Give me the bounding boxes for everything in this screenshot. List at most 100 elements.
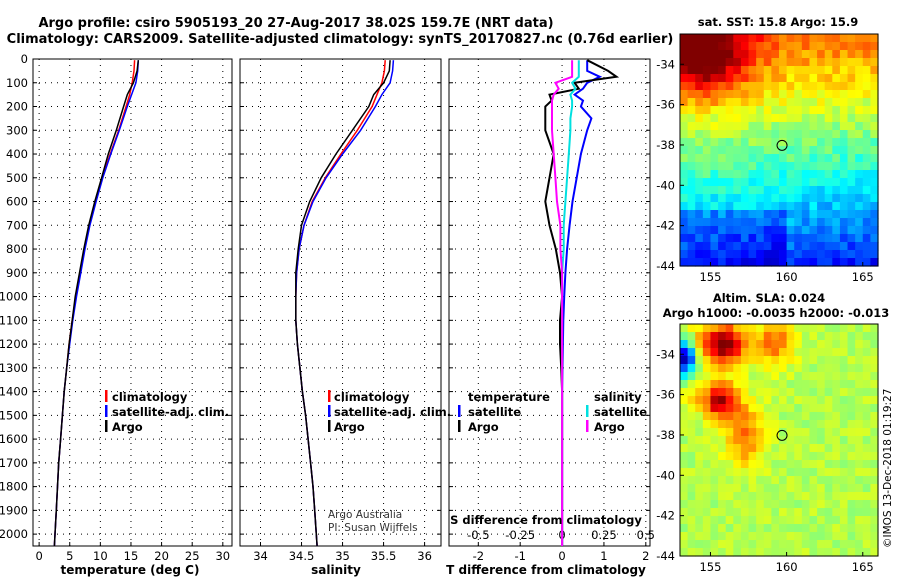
heatmap-cell [824,476,833,485]
heatmap-cell [801,210,811,219]
heatmap-cell [801,468,811,477]
heatmap-cell [695,162,704,171]
heatmap-cell [702,476,712,485]
heatmap-cell [824,444,833,453]
heatmap-cell [832,324,841,333]
legend-title-temperature: temperature [468,390,550,404]
heatmap-cell [756,202,765,211]
heatmap-cell [817,154,826,163]
legend-swatch-argo [105,420,108,432]
heatmap-cell [824,380,833,389]
heatmap-cell [832,66,841,75]
heatmap-cell [839,130,849,139]
heatmap-cell [794,74,803,83]
heatmap-cell [763,380,772,389]
heatmap-cell [695,452,704,461]
heatmap-cell [771,90,780,99]
heatmap-cell [809,226,818,235]
heatmap-cell [786,66,795,75]
heatmap-cell [786,58,795,67]
heatmap-cell [817,356,826,365]
heatmap-cell [809,348,818,357]
heatmap-cell [870,444,879,453]
heatmap-cell [862,194,871,203]
heatmap-cell [725,130,734,139]
heatmap-cell [748,82,757,91]
heatmap-cell [786,250,795,259]
heatmap-cell [794,444,803,453]
plot-frame [32,58,233,547]
legend-label-climatology: climatology [112,390,188,404]
heatmap-cell [839,178,849,187]
heatmap-cell [839,372,849,381]
heatmap-cell [832,468,841,477]
heatmap-cell [680,42,689,51]
heatmap-cell [862,444,871,453]
heatmap-cell [786,226,795,235]
heatmap-cell [733,122,742,131]
legend-swatch-satellite [105,405,108,417]
heatmap-cell [870,186,879,195]
x-tick-label: 0 [558,549,565,563]
heatmap-cell [824,98,833,107]
heatmap-cell [702,508,712,517]
heatmap-cell [695,146,704,155]
heatmap-cell [680,508,689,517]
heatmap-cell [771,210,780,219]
heatmap-cell [839,428,849,437]
heatmap-cell [680,380,689,389]
heatmap-cell [817,178,826,187]
heatmap-cell [801,82,811,91]
heatmap-cell [779,226,788,235]
heatmap-cell [680,242,689,251]
heatmap-cell [809,340,818,349]
heatmap-cell [702,332,712,341]
heatmap-cell [817,250,826,259]
heatmap-cell [809,146,818,155]
heatmap-cell [839,194,849,203]
sla-map-panel: 155 160 165-34-36-38-40-42-44 [656,323,879,574]
heatmap-cell [718,428,727,437]
heatmap-cell [763,34,772,43]
heatmap-cell [687,524,696,533]
heatmap-cell [832,226,841,235]
heatmap-cell [687,250,696,259]
heatmap-cell [702,412,712,421]
heatmap-cell [763,90,772,99]
heatmap-cell [702,348,712,357]
heatmap-cell [809,420,818,429]
heatmap-cell [756,364,765,373]
heatmap-cell [786,500,795,509]
heatmap-cell [702,420,712,429]
heatmap-cell [801,348,811,357]
heatmap-cell [839,226,849,235]
heatmap-cell [733,50,742,59]
heatmap-cell [801,324,811,333]
heatmap-cell [847,540,856,549]
heatmap-cell [748,524,757,533]
heatmap-cell [832,90,841,99]
heatmap-cell [779,186,788,195]
heatmap-cell [855,420,864,429]
heatmap-cell [756,356,765,365]
heatmap-cell [855,476,864,485]
heatmap-cell [794,468,803,477]
heatmap-cell [725,388,734,397]
heatmap-cell [862,380,871,389]
heatmap-cell [817,194,826,203]
heatmap-cell [801,90,811,99]
x-tick-label: 2 [642,549,649,563]
heatmap-cell [855,364,864,373]
heatmap-cell [725,114,734,123]
heatmap-cell [862,250,871,259]
heatmap-cell [733,540,742,549]
heatmap-cell [839,436,849,445]
heatmap-cell [680,114,689,123]
heatmap-cell [725,348,734,357]
heatmap-cell [740,218,750,227]
heatmap-cell [862,540,871,549]
y-tick-label: -44 [656,259,675,273]
heatmap-cell [695,34,704,43]
heatmap-cell [756,380,765,389]
